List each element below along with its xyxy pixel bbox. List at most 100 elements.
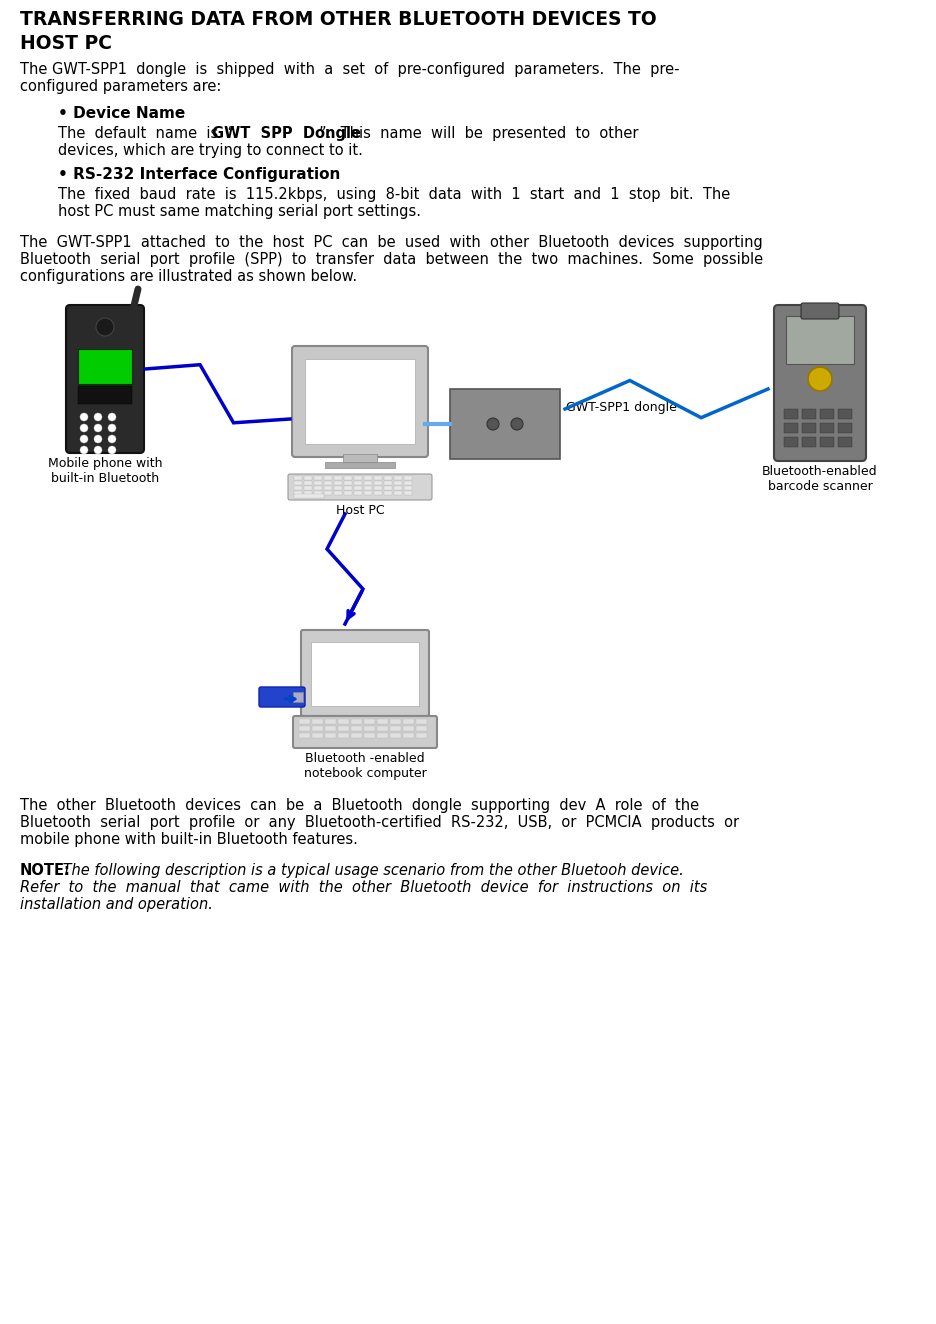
Bar [354, 491, 361, 495]
Bar [384, 481, 391, 485]
Bar [785, 316, 853, 364]
Text: • Device Name: • Device Name [58, 106, 185, 120]
Circle shape [94, 424, 102, 432]
Bar [325, 726, 336, 731]
Bar [354, 477, 361, 481]
Bar [389, 726, 401, 731]
Text: The  other  Bluetooth  devices  can  be  a  Bluetooth  dongle  supporting  dev  : The other Bluetooth devices can be a Blu… [20, 798, 698, 813]
FancyBboxPatch shape [292, 346, 428, 457]
Bar [403, 481, 412, 485]
Bar [303, 486, 312, 490]
Bar [363, 481, 372, 485]
Circle shape [108, 446, 116, 454]
Bar [783, 422, 797, 433]
Text: GWT  SPP  Dongle: GWT SPP Dongle [212, 126, 361, 140]
Bar [351, 726, 361, 731]
Circle shape [487, 418, 499, 430]
Circle shape [94, 436, 102, 444]
Circle shape [95, 318, 114, 336]
Bar [403, 491, 412, 495]
Bar [294, 491, 301, 495]
Circle shape [80, 446, 88, 454]
Bar [314, 481, 322, 485]
Text: GWT-SPP1 dongle: GWT-SPP1 dongle [565, 401, 676, 414]
Bar [354, 481, 361, 485]
Bar [303, 481, 312, 485]
Bar [312, 733, 323, 737]
Bar [384, 486, 391, 490]
Bar [333, 491, 342, 495]
Bar [344, 481, 352, 485]
FancyBboxPatch shape [258, 687, 305, 707]
Text: The  GWT-SPP1  attached  to  the  host  PC  can  be  used  with  other  Bluetoot: The GWT-SPP1 attached to the host PC can… [20, 234, 762, 250]
Text: The  fixed  baud  rate  is  115.2kbps,  using  8-bit  data  with  1  start  and : The fixed baud rate is 115.2kbps, using … [58, 187, 729, 203]
Bar [384, 491, 391, 495]
Bar [325, 462, 395, 467]
Bar [78, 350, 132, 384]
Bar [324, 481, 331, 485]
Bar [305, 359, 415, 444]
Bar [294, 477, 301, 481]
Bar [351, 733, 361, 737]
Bar [324, 477, 331, 481]
Bar [416, 733, 427, 737]
Bar [338, 726, 348, 731]
Bar [837, 437, 851, 448]
Bar [393, 486, 402, 490]
Bar [294, 481, 301, 485]
Circle shape [80, 413, 88, 421]
Text: configured parameters are:: configured parameters are: [20, 79, 221, 94]
Bar [416, 726, 427, 731]
Bar [389, 719, 401, 724]
Circle shape [108, 436, 116, 444]
Bar [837, 422, 851, 433]
Circle shape [807, 367, 831, 391]
Text: devices, which are trying to connect to it.: devices, which are trying to connect to … [58, 143, 362, 158]
Bar [311, 642, 418, 706]
Bar [783, 409, 797, 418]
Circle shape [108, 413, 116, 421]
Bar [384, 477, 391, 481]
Bar [293, 692, 302, 702]
Bar [363, 733, 374, 737]
Bar [393, 477, 402, 481]
Bar [801, 437, 815, 448]
Bar [78, 387, 132, 404]
Bar [363, 491, 372, 495]
Text: The following description is a typical usage scenario from the other Bluetooh de: The following description is a typical u… [58, 863, 683, 878]
Text: Bluetooth-enabled
barcode scanner: Bluetooth-enabled barcode scanner [761, 465, 877, 493]
Bar [819, 422, 833, 433]
Bar [333, 481, 342, 485]
Bar [449, 389, 560, 459]
Bar [363, 477, 372, 481]
Bar [333, 477, 342, 481]
Bar [801, 422, 815, 433]
Bar [303, 491, 312, 495]
Bar [351, 719, 361, 724]
Text: Host PC: Host PC [335, 504, 384, 516]
Bar [343, 454, 376, 462]
Bar [376, 719, 388, 724]
Bar [819, 409, 833, 418]
Bar [312, 726, 323, 731]
FancyBboxPatch shape [287, 474, 431, 500]
Bar [299, 726, 310, 731]
Bar [324, 491, 331, 495]
Bar [324, 486, 331, 490]
FancyBboxPatch shape [800, 303, 838, 319]
Circle shape [94, 413, 102, 421]
Bar [363, 719, 374, 724]
Bar [338, 733, 348, 737]
Text: configurations are illustrated as shown below.: configurations are illustrated as shown … [20, 269, 357, 285]
Text: ”.  This  name  will  be  presented  to  other: ”. This name will be presented to other [318, 126, 637, 140]
Bar [325, 719, 336, 724]
Bar [338, 719, 348, 724]
Bar [801, 409, 815, 418]
Text: HOST PC: HOST PC [20, 34, 112, 53]
Bar [783, 437, 797, 448]
Text: installation and operation.: installation and operation. [20, 896, 212, 912]
Bar [416, 719, 427, 724]
Text: TRANSFERRING DATA FROM OTHER BLUETOOTH DEVICES TO: TRANSFERRING DATA FROM OTHER BLUETOOTH D… [20, 11, 656, 29]
Bar [344, 486, 352, 490]
Text: mobile phone with built-in Bluetooth features.: mobile phone with built-in Bluetooth fea… [20, 831, 358, 847]
